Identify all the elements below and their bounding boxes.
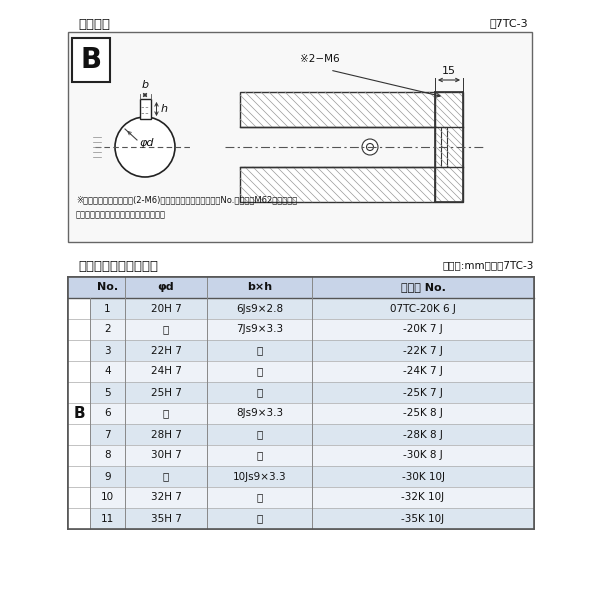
Text: φd: φd (140, 138, 154, 148)
Text: 15: 15 (442, 66, 456, 76)
Text: 10Js9×3.3: 10Js9×3.3 (233, 472, 286, 481)
Bar (90, 403, 534, 424)
Bar (90, 340, 534, 361)
Text: 20H 7: 20H 7 (151, 304, 181, 313)
Text: -32K 10J: -32K 10J (401, 493, 445, 503)
Text: 8: 8 (104, 451, 111, 461)
Bar (90, 361, 534, 382)
Text: ※2−M6: ※2−M6 (300, 54, 340, 64)
Text: 3: 3 (104, 346, 111, 355)
Bar (90, 382, 534, 403)
Text: 4: 4 (104, 367, 111, 377)
Bar (68, 277, 534, 529)
Text: 6Js9×2.8: 6Js9×2.8 (236, 304, 283, 313)
Text: 24H 7: 24H 7 (151, 367, 181, 377)
Text: 10: 10 (101, 493, 114, 503)
Circle shape (115, 117, 175, 177)
Text: -30K 10J: -30K 10J (401, 472, 445, 481)
Text: 9: 9 (104, 472, 111, 481)
Text: 〃: 〃 (256, 367, 263, 377)
Bar (72, 38, 110, 82)
Text: -24K 7 J: -24K 7 J (403, 367, 443, 377)
Text: 〃: 〃 (256, 514, 263, 523)
Text: 〃: 〃 (256, 493, 263, 503)
Text: 〃: 〃 (163, 409, 169, 419)
Text: 〃: 〃 (163, 472, 169, 481)
Circle shape (367, 143, 373, 151)
Text: 11: 11 (101, 514, 114, 523)
Bar (90, 445, 534, 466)
Text: 1: 1 (104, 304, 111, 313)
Bar (90, 319, 534, 340)
Bar (68, 277, 90, 298)
Text: 囷7TC-3: 囷7TC-3 (490, 18, 528, 28)
Text: （単位:mm）　表7TC-3: （単位:mm） 表7TC-3 (443, 260, 534, 270)
Bar (90, 487, 534, 508)
Bar (441, 127, 447, 167)
Text: 8Js9×3.3: 8Js9×3.3 (236, 409, 283, 419)
Bar (90, 277, 534, 298)
Text: 7Js9×3.3: 7Js9×3.3 (236, 325, 283, 335)
Text: -28K 8 J: -28K 8 J (403, 430, 443, 439)
Bar (90, 298, 534, 319)
Text: 25H 7: 25H 7 (151, 388, 181, 397)
Text: B: B (73, 406, 85, 421)
Text: -25K 7 J: -25K 7 J (403, 388, 443, 397)
Text: B: B (80, 46, 101, 74)
Text: -30K 8 J: -30K 8 J (403, 451, 443, 461)
Text: コード No.: コード No. (401, 283, 445, 292)
Text: ※セットボルト用タップ(2-M6)が必要な場合は右記コードNo.の末尾にM62を付ける。: ※セットボルト用タップ(2-M6)が必要な場合は右記コードNo.の末尾にM62を… (76, 195, 297, 204)
Text: 7: 7 (104, 430, 111, 439)
Text: -35K 10J: -35K 10J (401, 514, 445, 523)
Text: No.: No. (97, 283, 118, 292)
Text: 30H 7: 30H 7 (151, 451, 181, 461)
Text: 〃: 〃 (256, 430, 263, 439)
Bar (68, 298, 90, 529)
Text: 35H 7: 35H 7 (151, 514, 181, 523)
Text: 32H 7: 32H 7 (151, 493, 181, 503)
Bar (240, 92, 435, 127)
Text: φd: φd (158, 283, 175, 292)
Bar (139, 99, 151, 119)
Text: 28H 7: 28H 7 (151, 430, 181, 439)
Text: 07TC-20K 6 J: 07TC-20K 6 J (390, 304, 456, 313)
Text: h: h (161, 104, 167, 114)
Text: 5: 5 (104, 388, 111, 397)
Bar (90, 424, 534, 445)
Bar (240, 167, 435, 202)
Circle shape (362, 139, 378, 155)
Bar (90, 508, 534, 529)
Text: 〃: 〃 (163, 325, 169, 335)
Bar (435, 92, 463, 202)
Bar (90, 466, 534, 487)
Text: -22K 7 J: -22K 7 J (403, 346, 443, 355)
Text: 〃: 〃 (256, 451, 263, 461)
Text: -20K 7 J: -20K 7 J (403, 325, 443, 335)
Text: 軸穴形状: 軸穴形状 (78, 18, 110, 31)
Text: b: b (142, 80, 149, 90)
Text: -25K 8 J: -25K 8 J (403, 409, 443, 419)
Text: 22H 7: 22H 7 (151, 346, 181, 355)
Text: 軸穴形状コード一覧表: 軸穴形状コード一覧表 (78, 260, 158, 273)
Text: 〃: 〃 (256, 388, 263, 397)
Bar (68, 32, 532, 242)
Text: （セットボルトは付属されています。）: （セットボルトは付属されています。） (76, 210, 166, 219)
Text: b×h: b×h (247, 283, 272, 292)
Text: 2: 2 (104, 325, 111, 335)
Text: 6: 6 (104, 409, 111, 419)
Text: 〃: 〃 (256, 346, 263, 355)
